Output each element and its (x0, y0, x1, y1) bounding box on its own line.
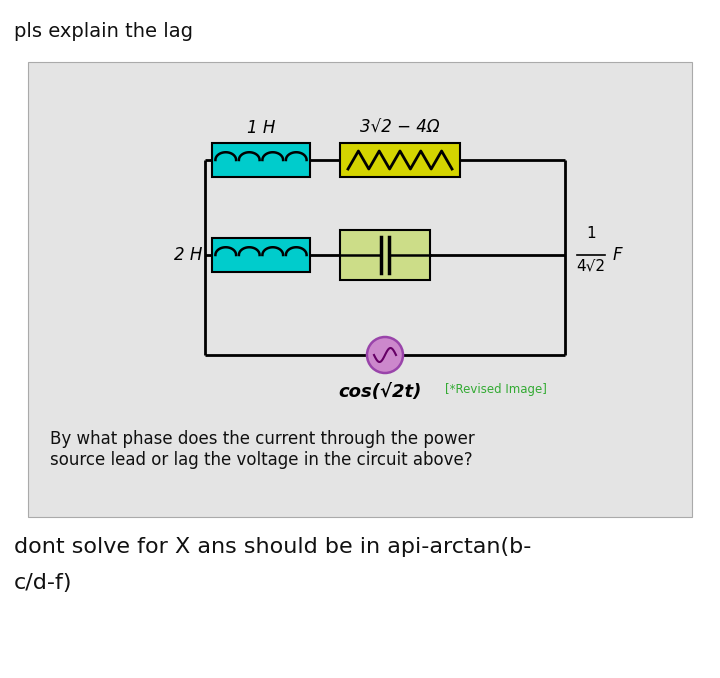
Text: dont solve for X ans should be in api-arctan(b-: dont solve for X ans should be in api-ar… (14, 537, 531, 557)
Text: c/d-f): c/d-f) (14, 573, 73, 593)
Text: [*Revised Image]: [*Revised Image] (445, 383, 547, 396)
Circle shape (367, 337, 403, 373)
Text: 1 H: 1 H (247, 119, 275, 137)
Bar (28, 62, 692, 517)
Bar (212, 238, 310, 272)
Text: 1: 1 (586, 226, 596, 241)
Text: cos(√2t): cos(√2t) (338, 383, 422, 401)
Bar (212, 143, 310, 177)
Text: By what phase does the current through the power
source lead or lag the voltage : By what phase does the current through t… (50, 430, 474, 468)
Text: 4√2: 4√2 (577, 258, 606, 273)
Text: pls explain the lag: pls explain the lag (14, 22, 193, 41)
Text: 3√2 − 4Ω: 3√2 − 4Ω (360, 119, 440, 137)
Text: 2 H: 2 H (174, 246, 202, 264)
Text: F: F (613, 246, 623, 264)
Bar (340, 143, 460, 177)
Bar (340, 230, 430, 280)
